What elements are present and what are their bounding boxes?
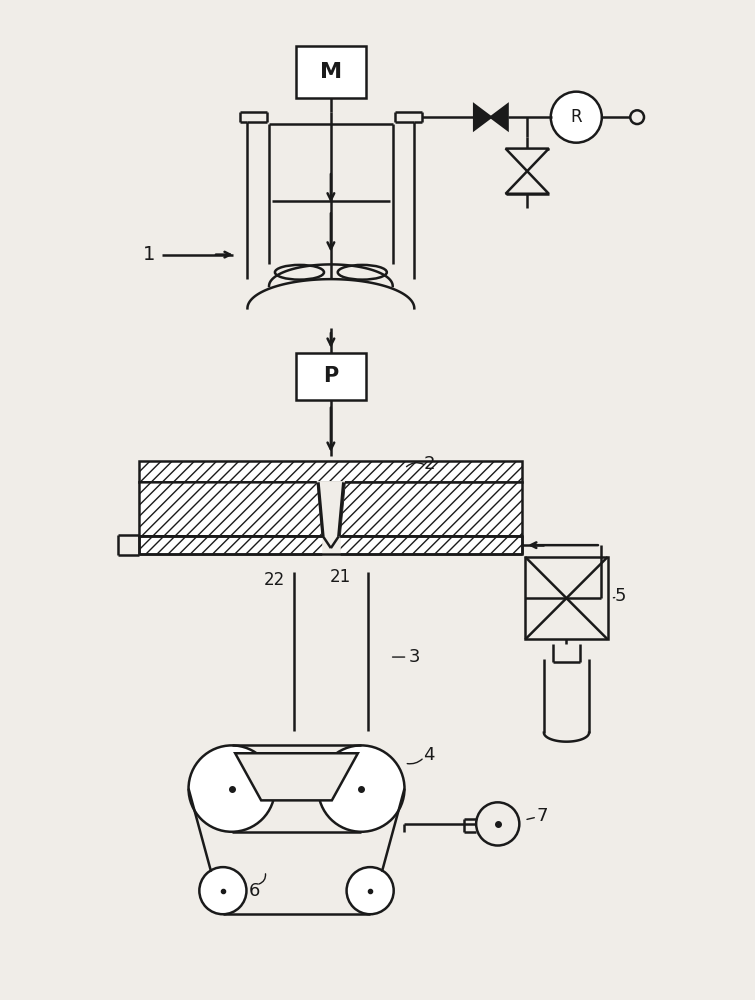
Polygon shape	[140, 482, 323, 536]
Text: 7: 7	[536, 807, 547, 825]
Polygon shape	[235, 753, 358, 800]
Bar	[323, 536, 339, 556]
Text: 21: 21	[330, 568, 351, 586]
Circle shape	[347, 867, 393, 914]
Circle shape	[189, 745, 275, 832]
Circle shape	[550, 92, 602, 143]
Text: 5: 5	[615, 587, 626, 605]
Polygon shape	[491, 105, 507, 130]
Polygon shape	[474, 105, 491, 130]
Text: 2: 2	[424, 455, 435, 473]
Text: 1: 1	[143, 245, 156, 264]
Polygon shape	[339, 482, 522, 536]
Text: 6: 6	[248, 882, 260, 900]
Bar	[140, 461, 522, 482]
Polygon shape	[318, 482, 344, 536]
Text: M: M	[320, 62, 342, 82]
Bar	[295, 46, 366, 98]
Polygon shape	[506, 149, 549, 171]
Text: R: R	[571, 108, 582, 126]
Text: 4: 4	[424, 746, 435, 764]
Bar	[295, 353, 366, 400]
Polygon shape	[506, 171, 549, 194]
Text: 3: 3	[408, 648, 420, 666]
Circle shape	[476, 802, 519, 846]
Circle shape	[630, 110, 644, 124]
Bar	[140, 536, 522, 554]
Text: 22: 22	[263, 571, 285, 589]
Circle shape	[199, 867, 246, 914]
Circle shape	[318, 745, 405, 832]
Bar	[525, 557, 608, 639]
Text: P: P	[323, 366, 338, 386]
